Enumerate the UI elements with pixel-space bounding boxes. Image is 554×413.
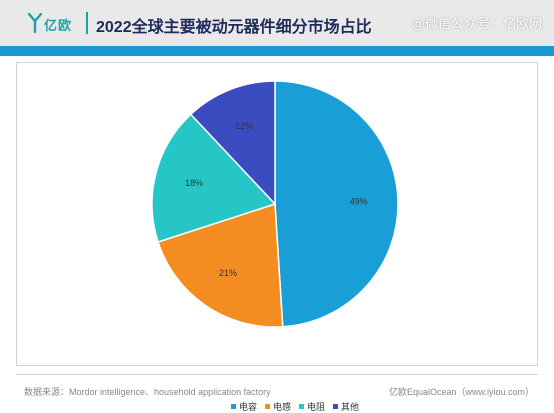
legend-item-0: 电容 bbox=[231, 400, 257, 413]
footer-divider bbox=[16, 374, 538, 375]
legend-label: 电感 bbox=[273, 401, 292, 412]
legend-swatch bbox=[265, 403, 271, 409]
pie-chart: 49% 21% 18% 12% bbox=[151, 80, 399, 328]
pie-slice-1 bbox=[157, 202, 284, 328]
header-divider bbox=[86, 12, 88, 34]
pie-slice-0 bbox=[274, 80, 399, 328]
chart-legend: 电容 电感 电阻 其他 bbox=[231, 399, 359, 413]
legend-label: 电容 bbox=[239, 401, 258, 412]
watermark: @微信公众号：亿欧网 bbox=[411, 16, 542, 31]
legend-item-2: 电阻 bbox=[299, 400, 325, 413]
accent-bar bbox=[0, 46, 554, 56]
chart-title: 2022全球主要被动元器件细分市场占比 bbox=[96, 19, 372, 36]
header-bar: 亿欧 2022全球主要被动元器件细分市场占比 @微信公众号：亿欧网 bbox=[0, 0, 554, 46]
legend-swatch bbox=[231, 403, 236, 409]
credit: 亿欧EqualOcean（www.iyiou.com） bbox=[388, 387, 534, 397]
yiou-logo-icon bbox=[28, 13, 42, 33]
legend-label: 电阻 bbox=[307, 401, 326, 412]
legend-swatch bbox=[299, 403, 305, 409]
pie-data-label-2: 18% bbox=[185, 178, 203, 188]
legend-swatch bbox=[333, 403, 339, 409]
pie-slice-3 bbox=[189, 80, 276, 206]
legend-item-1: 电感 bbox=[265, 400, 291, 413]
legend-item-3: 其他 bbox=[333, 400, 359, 413]
data-source: 数据来源：Mordor intelligence、household appli… bbox=[24, 387, 271, 397]
logo-text: 亿欧 bbox=[44, 18, 73, 33]
pie-data-label-0: 49% bbox=[350, 196, 368, 206]
pie-slice-2 bbox=[151, 113, 277, 243]
legend-label: 其他 bbox=[341, 401, 360, 412]
chart-area: 49% 21% 18% 12% 电容 电感 电阻 其他 bbox=[16, 62, 538, 412]
pie-data-label-3: 12% bbox=[235, 121, 253, 131]
pie-data-label-1: 21% bbox=[219, 268, 237, 278]
